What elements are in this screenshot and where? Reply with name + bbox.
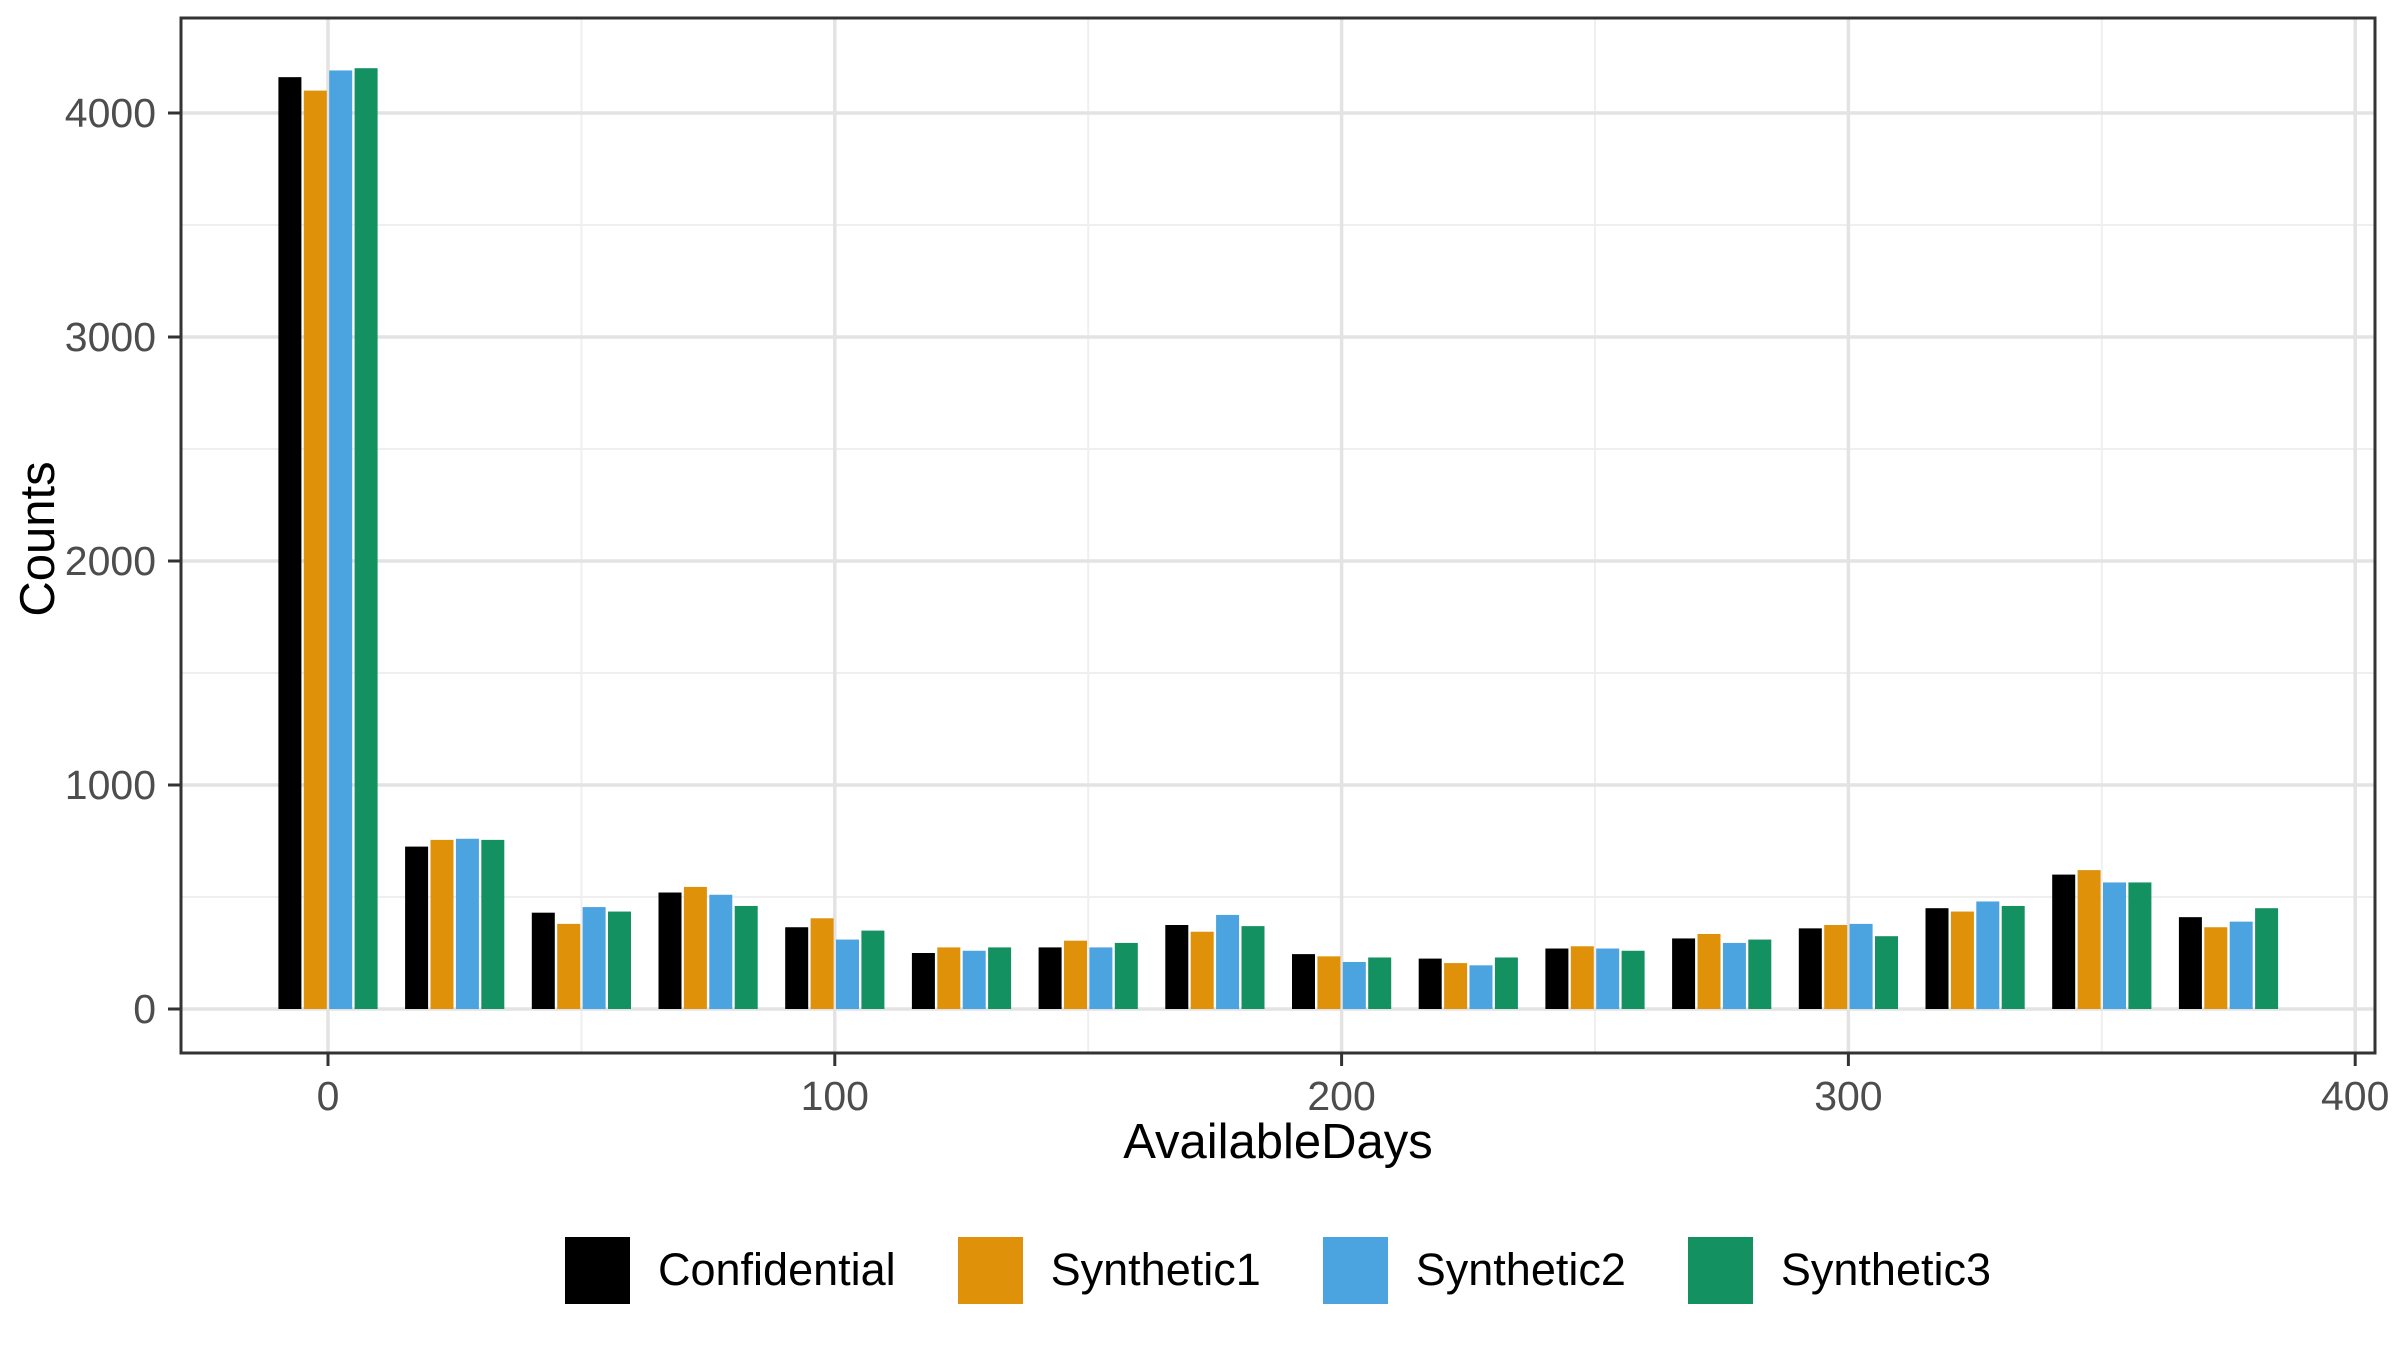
bar-synthetic1-bin375 [2204, 927, 2228, 1009]
bar-synthetic1-bin350 [2077, 870, 2101, 1009]
bar-synthetic2-bin300 [1849, 923, 1873, 1009]
legend-label: Synthetic3 [1780, 1244, 1992, 1295]
bar-confidential-bin250 [1545, 948, 1569, 1009]
bar-synthetic1-bin0 [303, 90, 327, 1010]
bar-confidential-bin325 [1925, 908, 1949, 1009]
bar-synthetic3-bin375 [2255, 908, 2279, 1009]
bar-synthetic3-bin50 [608, 911, 631, 1009]
legend-item-confidential: Confidential [564, 1236, 896, 1304]
bar-synthetic2-bin75 [709, 894, 733, 1009]
bar-synthetic2-bin100 [836, 939, 859, 1009]
y-axis-title-text: Counts [11, 461, 65, 617]
bar-synthetic1-bin100 [810, 918, 834, 1009]
bar-synthetic2-bin50 [582, 907, 606, 1009]
bar-synthetic1-bin225 [1444, 963, 1468, 1009]
panel-border [179, 16, 2377, 1055]
bar-synthetic2-bin225 [1469, 965, 1493, 1009]
bar-synthetic3-bin350 [2128, 882, 2152, 1009]
bar-synthetic3-bin100 [861, 930, 885, 1009]
bar-synthetic1-bin250 [1570, 946, 1594, 1009]
bar-confidential-bin0 [278, 77, 302, 1009]
bar-synthetic1-bin300 [1824, 925, 1848, 1009]
chart-legend: Confidential Synthetic1 Synthetic2 Syntheti… [181, 1205, 2375, 1335]
bar-synthetic3-bin125 [988, 947, 1012, 1009]
bar-synthetic1-bin275 [1697, 933, 1721, 1009]
legend-item-synthetic2: Synthetic2 [1322, 1236, 1626, 1304]
bar-synthetic3-bin175 [1241, 926, 1265, 1009]
legend-label: Confidential [657, 1244, 896, 1295]
bar-confidential-bin300 [1798, 928, 1822, 1009]
bar-synthetic2-bin25 [455, 838, 479, 1009]
bar-synthetic2-bin150 [1089, 947, 1113, 1009]
x-tick-label: 100 [801, 1073, 869, 1119]
plot-panel [181, 18, 2375, 1053]
x-tick-label: 300 [1814, 1073, 1882, 1119]
bar-synthetic3-bin200 [1368, 957, 1392, 1009]
x-tick-label: 400 [2321, 1073, 2389, 1119]
bar-synthetic2-bin250 [1596, 948, 1620, 1009]
bar-confidential-bin75 [658, 892, 682, 1009]
bar-confidential-bin275 [1672, 938, 1696, 1009]
bar-confidential-bin225 [1418, 958, 1442, 1009]
bar-confidential-bin150 [1038, 947, 1062, 1009]
bar-synthetic3-bin300 [1875, 936, 1898, 1009]
y-tick-label: 3000 [65, 314, 156, 360]
bar-synthetic1-bin50 [557, 923, 581, 1009]
bar-synthetic3-bin225 [1494, 957, 1518, 1009]
y-tick-label: 4000 [65, 90, 156, 136]
bar-synthetic2-bin175 [1216, 914, 1240, 1009]
legend-swatch-synthetic1 [957, 1236, 1023, 1304]
legend-item-synthetic1: Synthetic1 [957, 1236, 1261, 1304]
bar-confidential-bin175 [1165, 925, 1189, 1009]
bar-synthetic2-bin275 [1722, 942, 1746, 1009]
x-axis-title-text: AvailableDays [1123, 1115, 1433, 1169]
y-tick-label: 0 [133, 986, 156, 1032]
x-axis-title: AvailableDays [0, 1114, 2400, 1170]
legend-label: Synthetic2 [1415, 1244, 1626, 1295]
bar-synthetic3-bin25 [481, 839, 505, 1009]
legend-swatch-confidential [564, 1236, 630, 1304]
bar-synthetic3-bin325 [2001, 905, 2025, 1009]
bar-confidential-bin200 [1292, 954, 1315, 1009]
bar-synthetic1-bin150 [1064, 940, 1087, 1009]
bar-synthetic3-bin275 [1748, 939, 1772, 1009]
y-axis-title: Counts [10, 289, 66, 789]
y-tick-label: 1000 [65, 762, 156, 808]
bar-confidential-bin350 [2052, 874, 2076, 1009]
bar-synthetic2-bin325 [1976, 901, 2000, 1009]
bar-synthetic2-bin350 [2103, 882, 2126, 1009]
legend-label: Synthetic1 [1050, 1244, 1261, 1295]
bar-synthetic1-bin200 [1317, 956, 1341, 1009]
y-tick-label: 2000 [65, 538, 156, 584]
bar-confidential-bin100 [785, 927, 809, 1009]
bar-synthetic1-bin125 [937, 947, 961, 1009]
bar-synthetic2-bin0 [329, 70, 353, 1009]
legend-swatch-synthetic2 [1322, 1236, 1388, 1304]
bar-synthetic3-bin250 [1621, 950, 1645, 1009]
bar-confidential-bin25 [405, 846, 429, 1009]
bar-synthetic3-bin150 [1114, 942, 1138, 1009]
bar-synthetic2-bin375 [2229, 921, 2253, 1009]
legend-swatch-synthetic3 [1687, 1236, 1753, 1304]
legend-item-synthetic3: Synthetic3 [1687, 1236, 1992, 1304]
bar-synthetic1-bin325 [1950, 911, 1974, 1009]
bar-confidential-bin50 [531, 912, 555, 1009]
x-tick-label: 200 [1307, 1073, 1375, 1119]
bar-synthetic1-bin175 [1190, 931, 1214, 1009]
bar-synthetic1-bin25 [430, 839, 454, 1009]
bar-synthetic2-bin125 [962, 950, 986, 1009]
bar-synthetic3-bin75 [734, 905, 758, 1009]
bar-synthetic2-bin200 [1342, 961, 1366, 1009]
bar-confidential-bin125 [911, 953, 935, 1009]
bar-synthetic3-bin0 [354, 68, 378, 1009]
x-tick-label: 0 [317, 1073, 340, 1119]
bar-synthetic1-bin75 [683, 886, 707, 1009]
bar-confidential-bin375 [2178, 917, 2202, 1009]
